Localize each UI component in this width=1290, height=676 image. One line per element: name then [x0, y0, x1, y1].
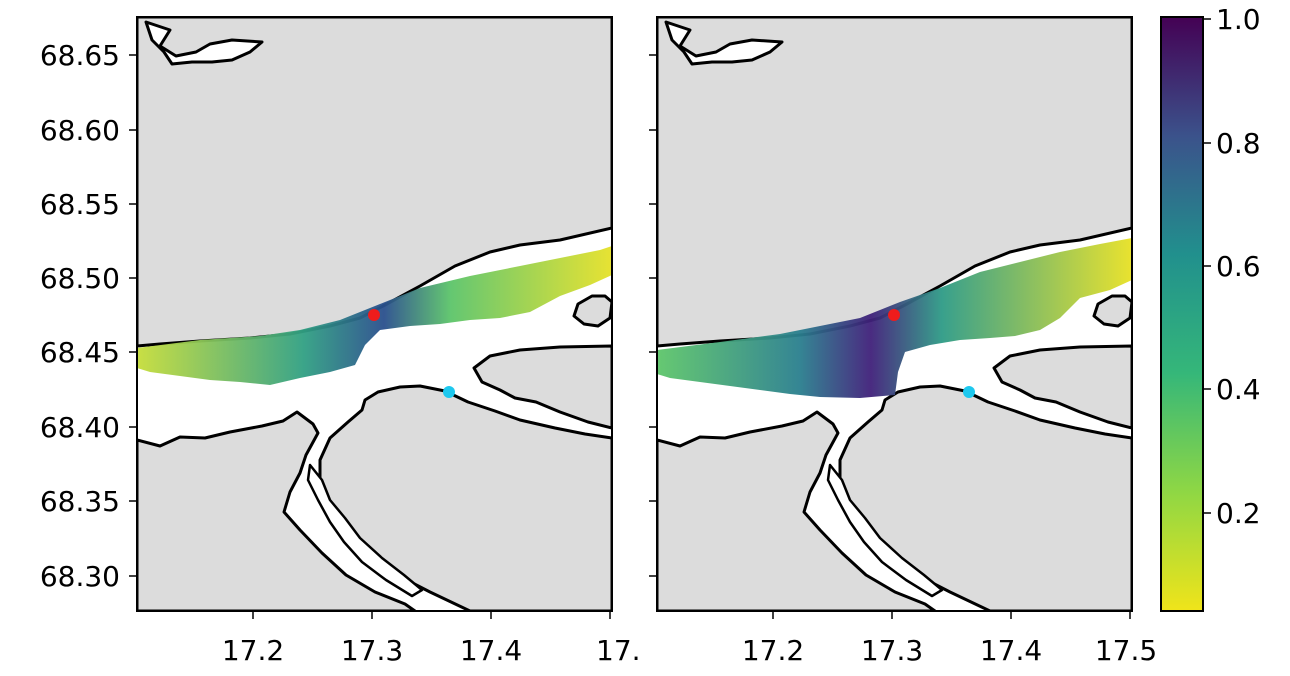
lon-tick-label: 17.2 [222, 634, 284, 667]
lon-tick-label: 17.3 [341, 634, 403, 667]
right-cyan-marker [963, 386, 975, 398]
colorbar-tick-label: 0.4 [1216, 373, 1261, 406]
colorbar-tick-label: 0.6 [1216, 250, 1261, 283]
right-lon-axis: 17.2 17.3 17.4 17.5 [742, 611, 1157, 667]
lat-tick-label: 68.50 [40, 262, 120, 295]
lat-tick-label: 68.55 [40, 188, 120, 221]
lon-tick-label: 17.4 [980, 634, 1042, 667]
lat-tick-label: 68.30 [40, 560, 120, 593]
left-lat-axis: 68.65 68.60 68.55 68.50 68.45 68.40 68.3… [40, 39, 137, 593]
colorbar-tick-label: 0.2 [1216, 497, 1261, 530]
lat-tick-label: 68.60 [40, 114, 120, 147]
lon-tick-label: 17. [596, 634, 641, 667]
lon-tick-label: 17.3 [861, 634, 923, 667]
colorbar-gradient [1160, 16, 1204, 612]
lat-tick-label: 68.40 [40, 411, 120, 444]
right-lat-ticks [649, 54, 657, 577]
lat-tick-label: 68.35 [40, 485, 120, 518]
left-red-marker [368, 309, 380, 321]
lon-tick-label: 17.5 [1095, 634, 1157, 667]
colorbar-tick-label: 1.0 [1216, 3, 1261, 36]
lon-tick-label: 17.2 [742, 634, 804, 667]
colorbar-tick-label: 0.8 [1216, 127, 1261, 160]
right-map-frame [656, 16, 1133, 612]
right-red-marker [888, 309, 900, 321]
lat-tick-label: 68.45 [40, 336, 120, 369]
colorbar: 1.0 0.8 0.6 0.4 0.2 [1160, 3, 1261, 612]
right-map-panel [657, 17, 1132, 611]
left-map-panel [137, 17, 612, 611]
left-cyan-marker [443, 386, 455, 398]
left-lon-axis: 17.2 17.3 17.4 17. [222, 611, 641, 667]
lat-tick-label: 68.65 [40, 39, 120, 72]
left-map-frame [136, 16, 613, 612]
lon-tick-label: 17.4 [460, 634, 522, 667]
